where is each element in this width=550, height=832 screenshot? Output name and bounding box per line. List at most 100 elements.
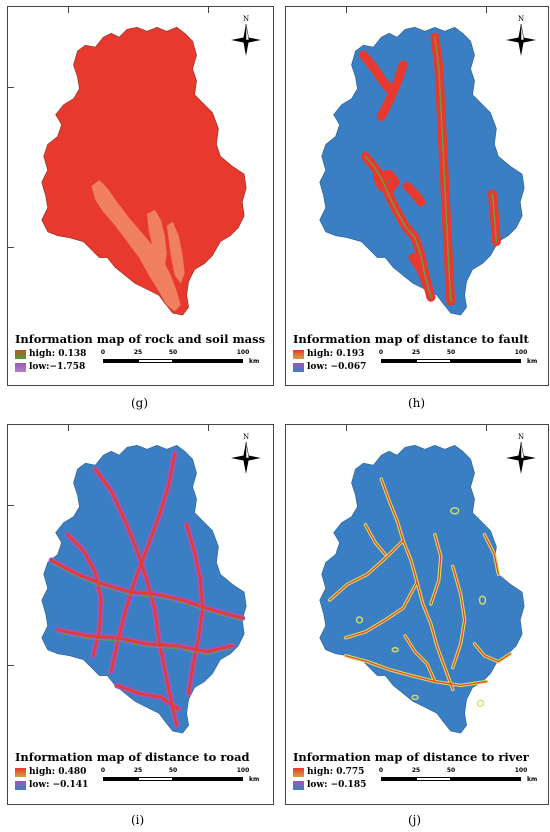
legend-high-swatch bbox=[293, 767, 304, 777]
frame-tick bbox=[8, 665, 14, 666]
map-title: Information map of distance to road bbox=[15, 750, 250, 764]
frame-tick bbox=[486, 7, 487, 13]
road-map bbox=[41, 444, 247, 734]
scale-label: 0 bbox=[378, 767, 384, 774]
scale-segment bbox=[103, 777, 138, 781]
legend-high-swatch bbox=[293, 349, 304, 359]
legend-low: low: −0.067 bbox=[293, 362, 366, 372]
map-title: Information map of distance to fault bbox=[293, 332, 529, 346]
river-lines bbox=[329, 478, 511, 691]
scale-label: 25 bbox=[411, 349, 421, 356]
legend-high: high: 0.480 bbox=[15, 767, 86, 777]
region-outline bbox=[319, 26, 525, 316]
legend-low-swatch bbox=[15, 362, 26, 372]
legend-low-swatch bbox=[293, 780, 304, 790]
soil-patch bbox=[91, 180, 181, 312]
svg-text:N: N bbox=[518, 433, 524, 441]
scale-label: 0 bbox=[378, 349, 384, 356]
region-outline bbox=[319, 444, 525, 734]
scale-segment bbox=[138, 359, 173, 363]
scale-label: 100 bbox=[236, 767, 250, 774]
legend-low-label: low: −0.067 bbox=[307, 362, 367, 372]
svg-text:N: N bbox=[243, 15, 249, 23]
scale-bar: 0 25 50 100 km bbox=[101, 767, 259, 785]
scale-label: 50 bbox=[168, 767, 178, 774]
frame-tick bbox=[68, 425, 69, 431]
legend-high-label: high: 0.138 bbox=[29, 349, 87, 359]
scale-segment bbox=[381, 777, 416, 781]
frame-tick bbox=[486, 425, 487, 431]
legend-low-swatch bbox=[15, 780, 26, 790]
scale-label: 25 bbox=[411, 767, 421, 774]
region-outline bbox=[41, 444, 247, 734]
legend-high: high: 0.193 bbox=[293, 349, 364, 359]
scale-label: 50 bbox=[446, 349, 456, 356]
scale-segment bbox=[173, 777, 243, 781]
north-arrow-icon: N bbox=[506, 15, 536, 56]
soil-patch bbox=[166, 221, 185, 284]
legend-high-label: high: 0.480 bbox=[29, 767, 87, 777]
road-lines bbox=[50, 452, 244, 727]
north-arrow-icon: N bbox=[231, 433, 261, 474]
scale-unit: km bbox=[527, 358, 538, 365]
river-map bbox=[319, 444, 525, 734]
scale-label: 25 bbox=[133, 349, 143, 356]
legend-high: high: 0.775 bbox=[293, 767, 364, 777]
scale-unit: km bbox=[249, 776, 260, 783]
frame-tick bbox=[8, 505, 14, 506]
caption-g: (g) bbox=[131, 396, 149, 410]
map-title: Information map of distance to river bbox=[293, 750, 529, 764]
small-lakes bbox=[355, 507, 487, 707]
scale-bar: 0 25 50 100 km bbox=[379, 349, 537, 367]
frame-tick bbox=[8, 87, 14, 88]
caption-i: (i) bbox=[131, 813, 145, 827]
scale-unit: km bbox=[527, 776, 538, 783]
legend-low-label: low: −0.141 bbox=[29, 780, 89, 790]
fault-map bbox=[319, 26, 525, 316]
frame-tick bbox=[208, 7, 209, 13]
scale-segment bbox=[381, 359, 416, 363]
scale-segment bbox=[416, 777, 451, 781]
frame-tick bbox=[8, 247, 14, 248]
legend-low: low: −0.185 bbox=[293, 780, 366, 790]
scale-segment bbox=[451, 777, 521, 781]
legend-low: low: −0.141 bbox=[15, 780, 88, 790]
svg-text:N: N bbox=[243, 433, 249, 441]
map-panel-fault: N Information map of distance to fault h… bbox=[285, 6, 549, 386]
legend-high-label: high: 0.193 bbox=[307, 349, 365, 359]
frame-tick bbox=[68, 7, 69, 13]
rock-soil-map bbox=[41, 26, 247, 316]
legend-low-label: low: −0.185 bbox=[307, 780, 367, 790]
frame-tick bbox=[346, 7, 347, 13]
scale-unit: km bbox=[249, 358, 260, 365]
frame-tick bbox=[346, 425, 347, 431]
scale-segment bbox=[451, 359, 521, 363]
legend-low-label: low:−1.758 bbox=[29, 362, 86, 372]
map-panel-river: N Information map of distance to river h… bbox=[285, 424, 549, 805]
region-outline bbox=[41, 26, 247, 316]
scale-bar: 0 25 50 100 km bbox=[379, 767, 537, 785]
map-title: Information map of rock and soil mass bbox=[15, 332, 266, 346]
caption-h: (h) bbox=[408, 396, 426, 410]
map-panel-rock-soil: N Information map of rock and soil mass … bbox=[7, 6, 274, 386]
caption-j: (j) bbox=[408, 813, 422, 827]
scale-segment bbox=[103, 359, 138, 363]
scale-segment bbox=[416, 359, 451, 363]
legend-high-swatch bbox=[15, 767, 26, 777]
scale-bar: 0 25 50 100 km bbox=[101, 349, 259, 367]
north-arrow-icon: N bbox=[231, 15, 261, 56]
legend-low-swatch bbox=[293, 362, 304, 372]
scale-label: 100 bbox=[514, 767, 528, 774]
north-arrow-icon: N bbox=[506, 433, 536, 474]
legend-high-label: high: 0.775 bbox=[307, 767, 365, 777]
soil-patch bbox=[146, 209, 167, 268]
scale-label: 25 bbox=[133, 767, 143, 774]
scale-segment bbox=[138, 777, 173, 781]
fault-buffer-edges bbox=[364, 36, 498, 302]
scale-label: 0 bbox=[100, 767, 106, 774]
scale-label: 0 bbox=[100, 349, 106, 356]
scale-label: 50 bbox=[446, 767, 456, 774]
legend-high: high: 0.138 bbox=[15, 349, 86, 359]
scale-label: 100 bbox=[236, 349, 250, 356]
scale-segment bbox=[173, 359, 243, 363]
